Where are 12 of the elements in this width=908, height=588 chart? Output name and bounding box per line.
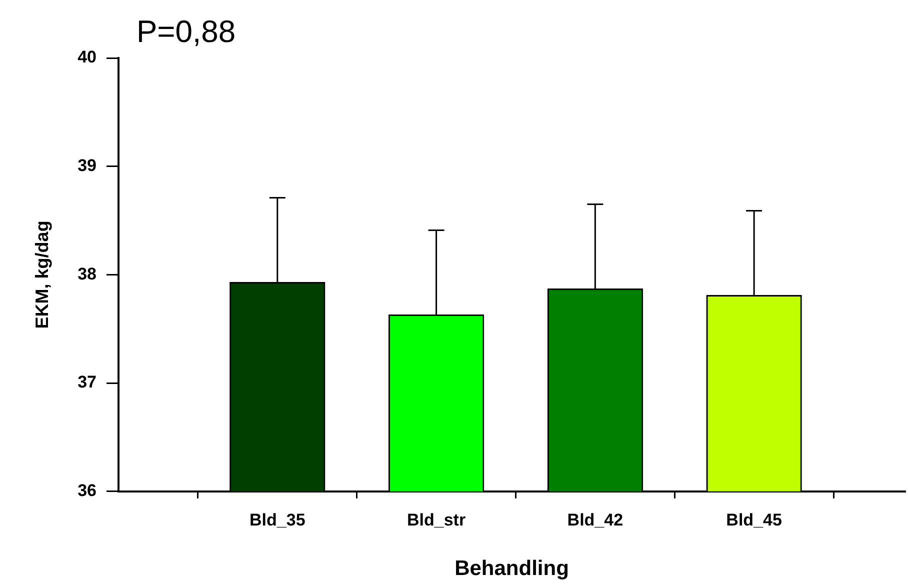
y-axis-title: EKM, kg/dag <box>32 220 52 329</box>
y-tick-label: 40 <box>78 48 97 67</box>
x-tick-label: Bld_45 <box>726 510 782 530</box>
x-axis-title: Behandling <box>454 557 569 580</box>
x-tick-label: Bld_str <box>406 510 466 530</box>
x-tick-label: Bld_35 <box>250 510 306 530</box>
y-tick-label: 39 <box>78 156 97 176</box>
y-tick-label: 36 <box>78 481 97 500</box>
y-tick-label: 38 <box>78 264 97 284</box>
x-tick-label: Bld_42 <box>567 510 624 530</box>
chart-title: P=0,88 <box>136 14 236 49</box>
y-tick-label: 37 <box>78 372 97 392</box>
